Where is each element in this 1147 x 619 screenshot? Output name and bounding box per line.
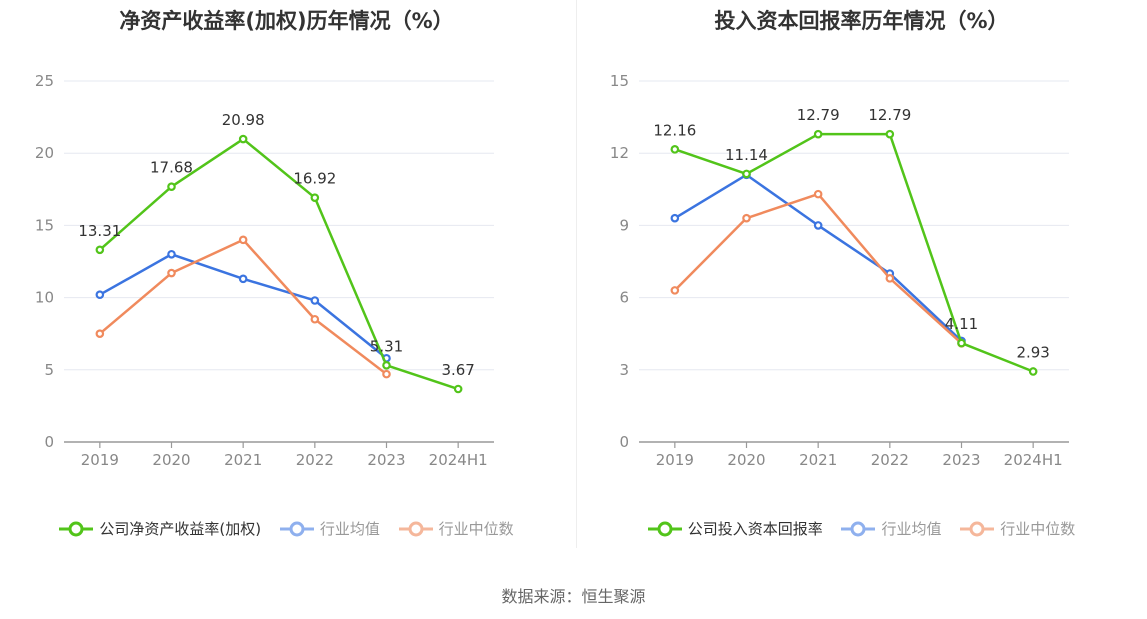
data-label: 12.16 (653, 121, 696, 139)
x-tick-label: 2019 (656, 451, 694, 469)
legend-item-industry-mean[interactable]: 行业均值 (279, 518, 380, 539)
y-tick-label: 9 (619, 216, 629, 234)
data-point (167, 249, 176, 259)
legend-item-company[interactable]: 公司净资产收益率(加权) (59, 518, 261, 539)
legend-marker-icon (647, 521, 682, 536)
data-point (670, 286, 680, 295)
x-tick-label: 2021 (224, 451, 262, 469)
y-tick-label: 15 (610, 72, 629, 90)
chart-plot: 0 5 10 15 20 25 2019 2020 2021 2022 2023 2024H1 13.3… (35, 72, 494, 469)
data-point (310, 193, 320, 202)
chart-panel-roe: 净资产收益率(加权)历年情况（%） 0 5 10 15 20 25 2019 2020 2021… (0, 0, 573, 560)
legend-label: 行业中位数 (438, 520, 514, 538)
data-label: 2.93 (1016, 343, 1049, 361)
data-label: 5.31 (370, 337, 403, 355)
series-line (674, 173, 963, 342)
data-point (95, 245, 105, 255)
data-point (453, 384, 463, 394)
legend-label: 公司投入资本回报率 (687, 520, 823, 538)
chart-title: 投入资本回报率历年情况（%） (714, 9, 1009, 33)
data-point (813, 129, 823, 139)
data-point (167, 268, 176, 278)
data-point (310, 314, 320, 324)
data-label: 20.98 (222, 111, 265, 129)
legend-label: 行业中位数 (1000, 520, 1076, 538)
series-line (674, 132, 1034, 373)
legend-marker-icon (960, 521, 995, 536)
x-tick-label: 2021 (799, 451, 837, 469)
data-point (95, 329, 105, 339)
data-point (238, 134, 248, 144)
data-label: 13.31 (78, 222, 121, 240)
x-tick-label: 2020 (152, 451, 190, 469)
panel-divider (576, 0, 577, 548)
legend-label: 行业均值 (319, 520, 380, 538)
data-point (1028, 367, 1038, 376)
data-label: 4.11 (945, 315, 978, 333)
data-point (167, 182, 176, 192)
x-tick-label: 2023 (367, 451, 405, 469)
data-source-note: 数据来源：恒生聚源 (501, 587, 646, 606)
data-point (310, 296, 320, 305)
data-point (885, 274, 895, 283)
chart-legend: 公司投入资本回报率 行业均值 行业中位数 (575, 518, 1147, 541)
x-tick-label: 2023 (942, 451, 980, 469)
data-label: 16.92 (293, 170, 336, 188)
y-tick-label: 12 (610, 144, 629, 162)
data-label: 12.79 (868, 106, 911, 124)
legend-item-industry-median[interactable]: 行业中位数 (960, 518, 1075, 539)
data-point (382, 361, 391, 370)
y-tick-label: 0 (619, 433, 629, 451)
data-label: 11.14 (725, 146, 768, 164)
chart-panel-roic: 投入资本回报率历年情况（%） 0 3 6 9 12 15 2019 2020 2021 2022 2… (575, 0, 1147, 560)
y-tick-label: 0 (44, 433, 54, 451)
y-tick-label: 3 (619, 361, 629, 379)
chart-plot: 0 3 6 9 12 15 2019 2020 2021 2022 2023 2024H1 12.16 1… (610, 72, 1069, 469)
legend-item-company[interactable]: 公司投入资本回报率 (647, 518, 823, 539)
x-tick-label: 2024H1 (1004, 451, 1063, 469)
y-tick-label: 5 (44, 361, 54, 379)
data-label: 3.67 (441, 361, 474, 379)
chart-title: 净资产收益率(加权)历年情况（%） (119, 9, 454, 33)
y-tick-label: 20 (35, 144, 54, 162)
data-point (238, 235, 248, 245)
x-tick-label: 2022 (296, 451, 334, 469)
y-tick-label: 15 (35, 216, 54, 234)
y-tick-label: 25 (35, 72, 54, 90)
data-point (670, 213, 680, 223)
legend-marker-icon (279, 521, 314, 536)
data-point (813, 189, 823, 199)
data-point (885, 129, 895, 139)
legend-item-industry-median[interactable]: 行业中位数 (398, 518, 514, 539)
x-tick-label: 2020 (727, 451, 765, 469)
legend-item-industry-mean[interactable]: 行业均值 (841, 518, 942, 539)
data-label: 17.68 (150, 159, 193, 177)
data-point (957, 338, 966, 348)
data-point (813, 221, 823, 230)
legend-marker-icon (59, 521, 94, 536)
data-point (742, 169, 751, 179)
data-point (382, 369, 391, 379)
data-point (670, 145, 680, 154)
data-point (238, 274, 248, 284)
data-point (95, 290, 105, 300)
data-point (742, 213, 751, 223)
chart-legend: 公司净资产收益率(加权) 行业均值 行业中位数 (0, 518, 573, 541)
legend-marker-icon (398, 521, 433, 536)
legend-label: 公司净资产收益率(加权) (99, 520, 262, 538)
series-line (99, 137, 459, 391)
legend-label: 行业均值 (881, 520, 942, 538)
series-line (99, 238, 388, 376)
x-tick-label: 2019 (81, 451, 119, 469)
x-tick-label: 2024H1 (429, 451, 488, 469)
legend-marker-icon (841, 521, 876, 536)
x-tick-label: 2022 (871, 451, 909, 469)
data-label: 12.79 (797, 106, 840, 124)
y-tick-label: 6 (619, 289, 629, 307)
y-tick-label: 10 (35, 289, 54, 307)
